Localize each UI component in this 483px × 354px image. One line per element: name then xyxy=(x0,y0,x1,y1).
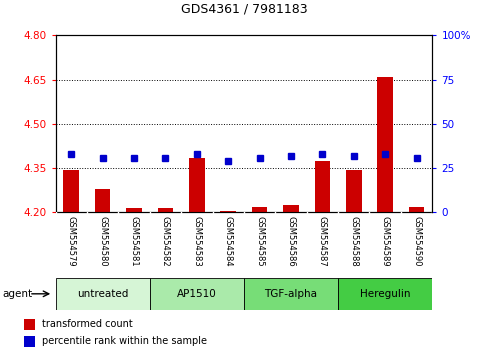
Text: GSM554590: GSM554590 xyxy=(412,216,421,266)
Bar xyxy=(150,278,244,310)
Text: GSM554583: GSM554583 xyxy=(192,216,201,266)
Bar xyxy=(56,278,150,310)
Bar xyxy=(63,170,79,212)
Text: TGF-alpha: TGF-alpha xyxy=(265,289,317,299)
Text: GSM554582: GSM554582 xyxy=(161,216,170,266)
Bar xyxy=(377,77,393,212)
Text: GSM554579: GSM554579 xyxy=(67,216,76,266)
Bar xyxy=(314,161,330,212)
Bar xyxy=(189,158,205,212)
Bar xyxy=(244,278,338,310)
Bar xyxy=(252,206,268,212)
Bar xyxy=(409,206,425,212)
Text: GSM554581: GSM554581 xyxy=(129,216,139,266)
Text: GSM554586: GSM554586 xyxy=(286,216,296,266)
Text: percentile rank within the sample: percentile rank within the sample xyxy=(42,336,207,346)
Text: transformed count: transformed count xyxy=(42,319,133,330)
Text: AP1510: AP1510 xyxy=(177,289,217,299)
Text: GSM554588: GSM554588 xyxy=(349,216,358,266)
Text: GSM554580: GSM554580 xyxy=(98,216,107,266)
Text: Heregulin: Heregulin xyxy=(360,289,411,299)
Bar xyxy=(346,170,362,212)
Text: GSM554587: GSM554587 xyxy=(318,216,327,266)
Bar xyxy=(95,189,111,212)
Bar xyxy=(24,319,35,330)
Text: GSM554589: GSM554589 xyxy=(381,216,390,266)
Bar xyxy=(157,208,173,212)
Bar xyxy=(338,278,432,310)
Text: GSM554585: GSM554585 xyxy=(255,216,264,266)
Bar xyxy=(283,205,299,212)
Text: agent: agent xyxy=(2,289,32,299)
Text: GSM554584: GSM554584 xyxy=(224,216,233,266)
Text: untreated: untreated xyxy=(77,289,128,299)
Text: GDS4361 / 7981183: GDS4361 / 7981183 xyxy=(181,3,307,16)
Bar xyxy=(220,211,236,212)
Bar xyxy=(126,208,142,212)
Bar xyxy=(24,336,35,347)
